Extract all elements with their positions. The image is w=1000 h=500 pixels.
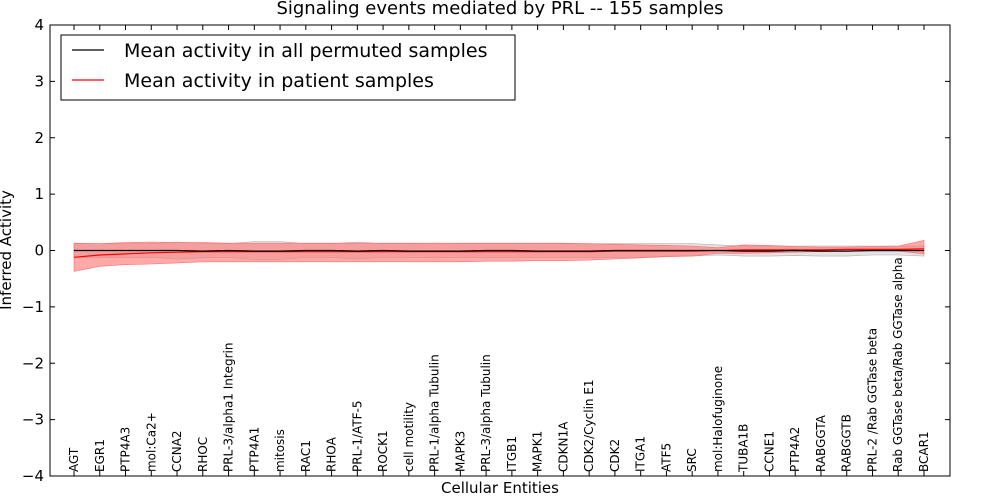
x-category-label: RHOC bbox=[196, 437, 210, 472]
x-category-label: mitosis bbox=[273, 429, 287, 472]
x-category-label: mol:Ca2+ bbox=[144, 412, 158, 472]
y-tick-label: −3 bbox=[22, 411, 44, 429]
x-category-label: ROCK1 bbox=[376, 430, 390, 472]
x-category-label: mol:Halofuginone bbox=[711, 366, 725, 472]
y-tick-label: 2 bbox=[34, 129, 44, 147]
y-tick-label: 3 bbox=[34, 72, 44, 90]
x-category-label: CCNA2 bbox=[170, 430, 184, 472]
x-category-label: MAPK1 bbox=[531, 431, 545, 472]
x-category-label: cell motility bbox=[402, 402, 416, 472]
x-category-label: PRL-3/alpha Tubulin bbox=[479, 354, 493, 472]
y-axis: 4 3 2 1 0 −1 −2 −3 −4 bbox=[22, 16, 950, 485]
x-category-label: ATF5 bbox=[659, 443, 673, 472]
x-category-label: CDKN1A bbox=[556, 421, 570, 472]
x-category-label: ITGB1 bbox=[505, 436, 519, 472]
x-category-label: RABGGTB bbox=[840, 414, 854, 472]
y-axis-label: Inferred Activity bbox=[0, 190, 15, 310]
chart-title: Signaling events mediated by PRL -- 155 … bbox=[276, 0, 723, 19]
x-category-label: PTP4A3 bbox=[119, 427, 133, 472]
x-category-label: CDK2 bbox=[608, 439, 622, 472]
lines-layer bbox=[73, 248, 925, 258]
x-category-label: PTP4A2 bbox=[788, 427, 802, 472]
x-category-label: RHOA bbox=[325, 436, 339, 472]
patient-band bbox=[73, 240, 925, 272]
patient-mean-line bbox=[73, 248, 925, 258]
legend-box bbox=[60, 34, 516, 101]
y-tick-label: −1 bbox=[22, 298, 44, 316]
legend: Mean activity in all permuted samples Me… bbox=[60, 34, 516, 101]
bands-layer bbox=[73, 240, 925, 272]
x-category-label: PRL-1/ATF-5 bbox=[350, 400, 364, 472]
x-axis: AGT EGR1 PTP4A3 mol:Ca2+ CCNA2 RHOC PRL-3/alph… bbox=[67, 25, 931, 476]
x-category-label: EGR1 bbox=[93, 439, 107, 472]
legend-label-patient: Mean activity in patient samples bbox=[124, 70, 434, 92]
x-category-label: TUBA1B bbox=[737, 424, 751, 473]
y-tick-label: 1 bbox=[34, 185, 44, 203]
legend-label-permuted: Mean activity in all permuted samples bbox=[124, 40, 487, 62]
plot-frame bbox=[49, 24, 951, 477]
x-category-label: RAC1 bbox=[299, 440, 313, 472]
x-category-label: PRL-1/alpha Tubulin bbox=[428, 354, 442, 472]
x-category-label: PRL-2 /Rab GGTase beta bbox=[865, 328, 879, 472]
x-category-label: ITGA1 bbox=[634, 436, 648, 472]
x-category-label: RABGGTA bbox=[814, 414, 828, 472]
permuted-mean-line bbox=[74, 249, 924, 252]
x-axis-label: Cellular Entities bbox=[441, 479, 559, 497]
y-tick-label: 0 bbox=[34, 242, 44, 260]
x-category-label: CDK2/Cyclin E1 bbox=[582, 379, 596, 472]
y-tick-label: 4 bbox=[34, 16, 44, 34]
x-category-label: CCNE1 bbox=[762, 431, 776, 472]
x-category-label: Rab GGTase beta/Rab GGTase alpha bbox=[891, 257, 905, 472]
x-category-label: PRL-3/alpha1 Integrin bbox=[222, 343, 236, 473]
x-category-label: MAPK3 bbox=[453, 431, 467, 472]
y-tick-label: −4 bbox=[22, 467, 44, 485]
x-category-label: AGT bbox=[67, 447, 81, 472]
x-category-label: SRC bbox=[685, 448, 699, 472]
x-category-label: PTP4A1 bbox=[247, 427, 261, 472]
y-tick-label: −2 bbox=[22, 354, 44, 372]
x-category-label: BCAR1 bbox=[917, 431, 931, 472]
